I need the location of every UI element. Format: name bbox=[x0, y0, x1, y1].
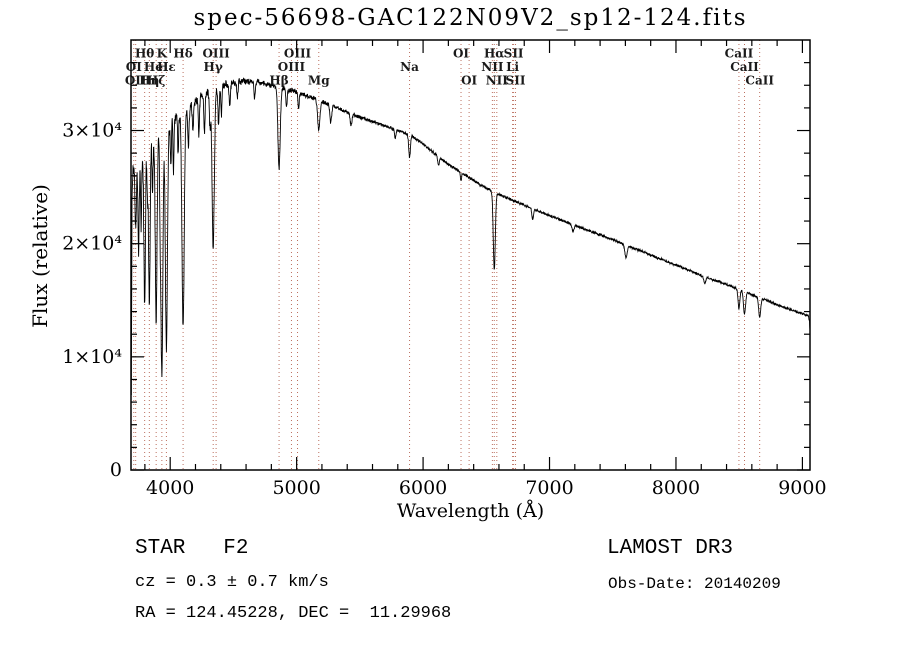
spectral-line-label: NII bbox=[481, 60, 504, 74]
figure-title: spec-56698-GAC122N09V2_sp12-124.fits bbox=[193, 5, 748, 31]
spectral-line-label: OI bbox=[126, 60, 142, 74]
spectral-line-label: NII bbox=[486, 74, 509, 88]
ra-dec-text: RA = 124.45228, DEC = 11.29968 bbox=[135, 604, 452, 623]
spectral-line-label: SII bbox=[506, 74, 526, 88]
spectral-line-label: CaII bbox=[725, 47, 754, 61]
spectral-line-label: OIII bbox=[202, 47, 230, 61]
spectral-line-label: Hε bbox=[157, 60, 176, 74]
x-tick-label: 6000 bbox=[399, 477, 447, 499]
cz-text: cz = 0.3 ± 0.7 km/s bbox=[135, 573, 329, 592]
spectral-line-label: Li bbox=[506, 60, 519, 74]
spectral-line-label: Mg bbox=[308, 74, 330, 88]
spectral-line-label: Hγ bbox=[204, 60, 223, 74]
obs-date-text: Obs-Date: 20140209 bbox=[608, 575, 781, 593]
spectral-line-label: Hζ bbox=[147, 74, 165, 88]
y-axis-label: Flux (relative) bbox=[28, 184, 52, 328]
x-tick-label: 8000 bbox=[652, 477, 700, 499]
spectral-line-label: Hβ bbox=[269, 74, 288, 88]
spectral-line-label: OI bbox=[461, 74, 477, 88]
spectral-line-label: Na bbox=[400, 60, 419, 74]
spectral-line-label: Hα bbox=[484, 47, 505, 61]
y-tick-label: 1×10⁴ bbox=[62, 346, 122, 368]
object-class-text: STAR F2 bbox=[135, 537, 249, 560]
plot-box bbox=[130, 39, 811, 471]
spectral-line-label: OIII bbox=[284, 47, 312, 61]
x-tick-label: 9000 bbox=[778, 477, 826, 499]
spectral-line-label: OI bbox=[453, 47, 469, 61]
y-tick-label: 2×10⁴ bbox=[62, 233, 122, 255]
spectrum-line bbox=[130, 77, 811, 396]
spectral-line-label: Hδ bbox=[173, 47, 192, 61]
x-axis-label: Wavelength (Å) bbox=[396, 500, 545, 522]
spectral-line-label: CaII bbox=[745, 74, 774, 88]
spectral-line-label: HeI bbox=[144, 60, 169, 74]
survey-text: LAMOST DR3 bbox=[607, 537, 734, 560]
spectral-line-label: Hθ bbox=[135, 47, 154, 61]
y-tick-label: 0 bbox=[110, 459, 122, 481]
x-tick-label: 7000 bbox=[525, 477, 573, 499]
spectral-line-label: K bbox=[157, 47, 168, 61]
spectral-line-label: OIII bbox=[278, 60, 306, 74]
spectral-line-label: Hη bbox=[139, 74, 159, 88]
y-tick-label: 3×10⁴ bbox=[62, 120, 122, 142]
spectral-line-label: SII bbox=[504, 47, 524, 61]
spectral-line-label: CaII bbox=[730, 60, 759, 74]
x-tick-label: 5000 bbox=[272, 477, 320, 499]
x-tick-label: 4000 bbox=[146, 477, 194, 499]
